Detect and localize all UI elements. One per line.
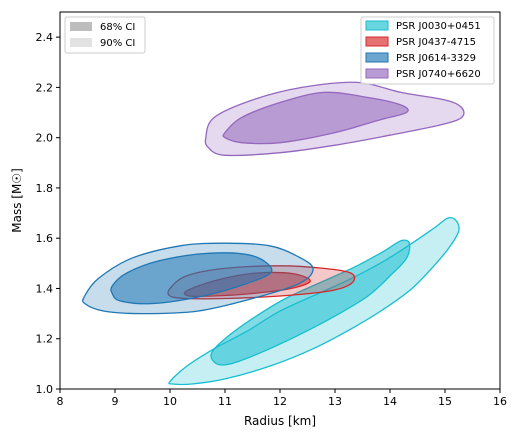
y-axis-ticks: 1.0 1.2 1.4 1.6 1.8 2.0 2.2 2.4 [36,31,60,396]
y-axis-label: Mass [M☉] [10,168,24,233]
y-tick-label: 1.4 [36,282,54,295]
y-tick-label: 2.2 [36,81,54,94]
ci-legend-label: 90% CI [100,38,135,49]
ci-legend-swatch [70,38,92,47]
y-tick-label: 1.2 [36,333,54,346]
ci-legend: 68% CI 90% CI [64,16,146,54]
x-tick-label: 14 [383,395,397,408]
x-tick-label: 15 [438,395,452,408]
y-tick-label: 2.0 [36,132,54,145]
series-legend-swatch [365,20,389,31]
series-legend-label: PSR J0614-3329 [396,53,476,64]
x-tick-label: 16 [493,395,507,408]
series-legend-label: PSR J0437-4715 [396,37,476,48]
x-tick-label: 10 [163,395,177,408]
ci-legend-label: 68% CI [100,22,135,33]
series-legend-swatch [365,68,389,79]
psr-j0614-3329-ci68-contour [110,252,273,305]
series-legend-swatch [365,36,389,47]
x-tick-label: 12 [273,395,287,408]
y-tick-label: 1.0 [36,383,54,396]
y-tick-label: 1.8 [36,182,54,195]
ci-legend-swatch [70,22,92,31]
x-tick-label: 11 [218,395,232,408]
x-axis-ticks: 8 9 10 11 12 13 14 15 16 [57,389,507,408]
contour-layer [82,81,465,386]
x-tick-label: 13 [328,395,342,408]
x-axis-label: Radius [km] [244,414,316,428]
x-tick-label: 9 [112,395,119,408]
psr-j0740-6620-ci68-contour [222,91,409,145]
series-legend-box [360,16,495,85]
series-legend: PSR J0030+0451 PSR J0437-4715 PSR J0614-33… [360,16,495,85]
psr-j0030-0451-ci68-contour [210,239,411,366]
series-legend-label: PSR J0740+6620 [396,69,481,80]
x-tick-label: 8 [57,395,64,408]
series-legend-swatch [365,52,389,63]
y-tick-label: 2.4 [36,31,54,44]
series-legend-label: PSR J0030+0451 [396,21,481,32]
y-tick-label: 1.6 [36,232,54,245]
